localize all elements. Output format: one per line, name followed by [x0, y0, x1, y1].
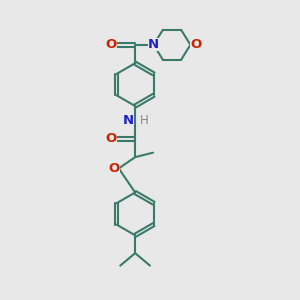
Text: O: O [106, 132, 117, 145]
Text: N: N [123, 114, 134, 128]
Text: N: N [148, 38, 159, 51]
Text: H: H [140, 114, 148, 128]
Text: O: O [109, 162, 120, 175]
Text: O: O [190, 38, 201, 51]
Text: O: O [106, 38, 117, 51]
